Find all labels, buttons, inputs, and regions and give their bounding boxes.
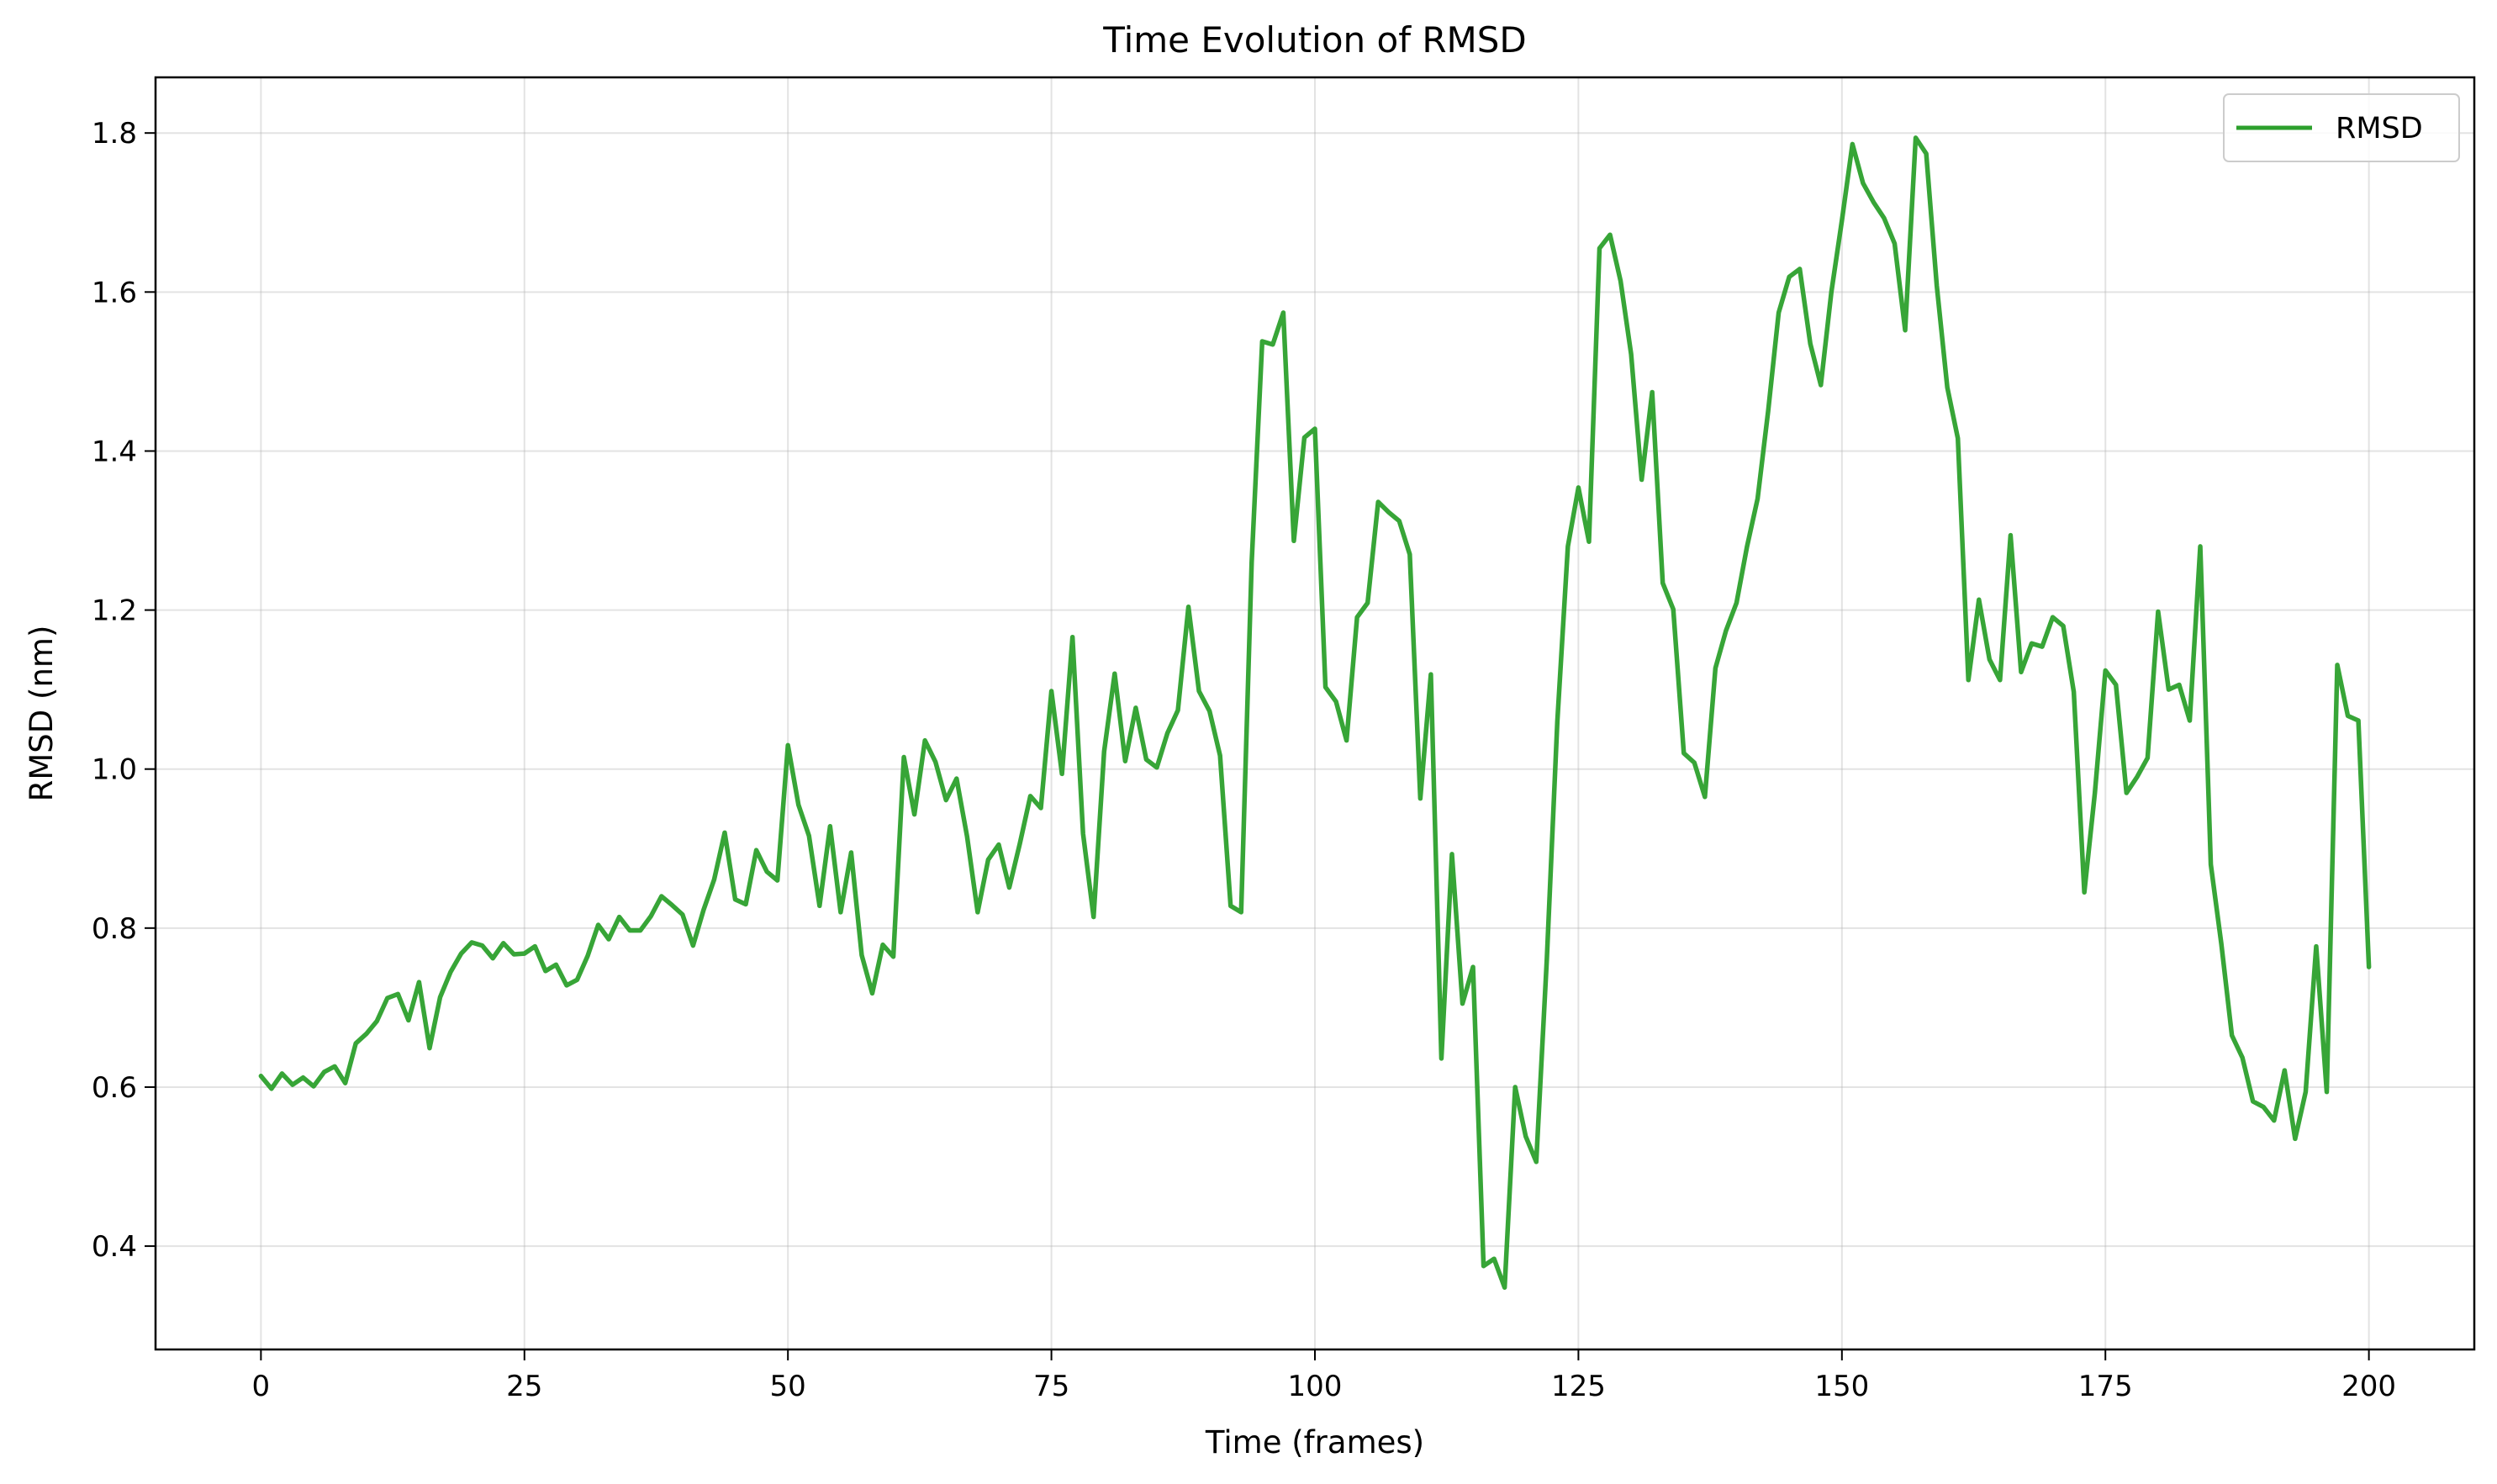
series-line-rmsd	[258, 135, 2372, 1290]
x-tick-label: 25	[506, 1370, 542, 1403]
x-tick-label: 0	[252, 1370, 271, 1403]
y-tick-label: 0.6	[92, 1071, 137, 1105]
x-tick-label: 175	[2078, 1370, 2133, 1403]
x-tick-label: 150	[1814, 1370, 1869, 1403]
y-tick-label: 1.4	[92, 435, 137, 468]
y-tick-label: 0.4	[92, 1230, 137, 1264]
x-tick-label: 125	[1551, 1370, 1606, 1403]
y-tick-label: 1.6	[92, 276, 137, 309]
legend-label-rmsd: RMSD	[2336, 112, 2423, 145]
x-tick-label: 75	[1033, 1370, 1069, 1403]
y-axis-label: RMSD (nm)	[24, 626, 60, 802]
chart-title: Time Evolution of RMSD	[1102, 19, 1527, 61]
x-axis-label: Time (frames)	[1205, 1424, 1424, 1460]
x-tick-label: 100	[1288, 1370, 1343, 1403]
legend: RMSD	[2223, 93, 2460, 162]
y-tick-label: 1.2	[92, 594, 137, 628]
series-layer	[258, 135, 2372, 1290]
y-tick-label: 1.0	[92, 753, 137, 787]
axis-ticks: 0 25 50 75 100 125 150 175 200 0.4 0.6 0.8 1.0 1.2 1.4…	[92, 117, 2396, 1403]
x-tick-label: 200	[2341, 1370, 2396, 1403]
y-tick-label: 0.8	[92, 912, 137, 946]
x-tick-label: 50	[770, 1370, 806, 1403]
y-tick-label: 1.8	[92, 117, 137, 151]
legend-box	[2223, 93, 2460, 162]
